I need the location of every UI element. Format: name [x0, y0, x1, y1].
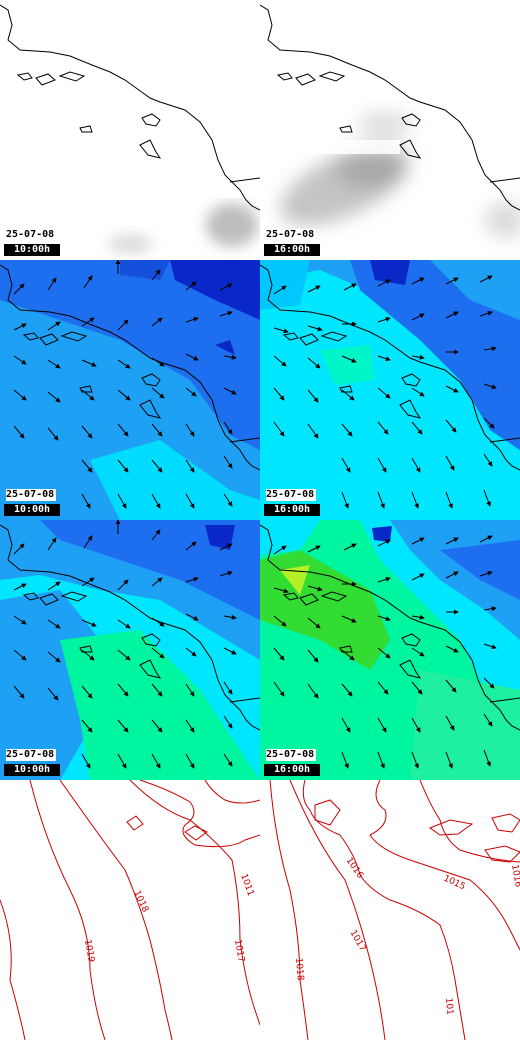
isobar-map-left-graphic: 1011 1018 1019 1017: [0, 780, 260, 1040]
date-label: 25-07-08: [266, 229, 317, 241]
wind-map-a-1600-graphic: [260, 260, 520, 520]
isobar-label: 1018: [293, 957, 305, 981]
wind-map-a-1000-graphic: [0, 260, 260, 520]
time-label: 16:00h: [264, 504, 320, 516]
isobar-label: 1019: [82, 939, 96, 964]
time-label: 10:00h: [4, 504, 60, 516]
date-label: 25-07-08: [6, 749, 57, 761]
cloud-shading: [280, 111, 520, 238]
time-label: 16:00h: [264, 244, 320, 256]
time-label: 16:00h: [264, 764, 320, 776]
cloud-map-1600: 25-07-08 16:00h: [260, 0, 520, 260]
wind-map-b-1600: 25-07-08 16:00h: [260, 520, 520, 780]
date-label: 25-07-08: [266, 749, 317, 761]
isobar-map-right: 1016 1015 1017 1018 1016 101: [260, 780, 520, 1040]
wind-map-b-1000: 25-07-08 10:00h: [0, 520, 260, 780]
wind-map-b-1600-graphic: [260, 520, 520, 780]
date-label: 25-07-08: [266, 489, 317, 501]
isobar-label: 1017: [232, 939, 246, 963]
isobar-lines: [269, 780, 520, 1040]
time-label: 10:00h: [4, 764, 60, 776]
date-label: 25-07-08: [6, 489, 57, 501]
isobar-lines: [0, 780, 260, 1040]
cloud-shading: [108, 203, 258, 253]
wind-map-b-1000-graphic: [0, 520, 260, 780]
cloud-map-1600-graphic: [260, 0, 520, 260]
wind-map-a-1600: 25-07-08 16:00h: [260, 260, 520, 520]
cloud-map-1000: 25-07-08 10:00h: [0, 0, 260, 260]
isobar-map-right-graphic: 1016 1015 1017 1018 1016 101: [260, 780, 520, 1040]
date-label: 25-07-08: [6, 229, 57, 241]
cloud-map-1000-graphic: [0, 0, 260, 260]
isobar-label: 101: [443, 997, 454, 1015]
isobar-label: 1016: [509, 864, 520, 889]
wind-map-a-1000: 25-07-08 10:00h: [0, 260, 260, 520]
isobar-map-left: 1011 1018 1019 1017: [0, 780, 260, 1040]
time-label: 10:00h: [4, 244, 60, 256]
